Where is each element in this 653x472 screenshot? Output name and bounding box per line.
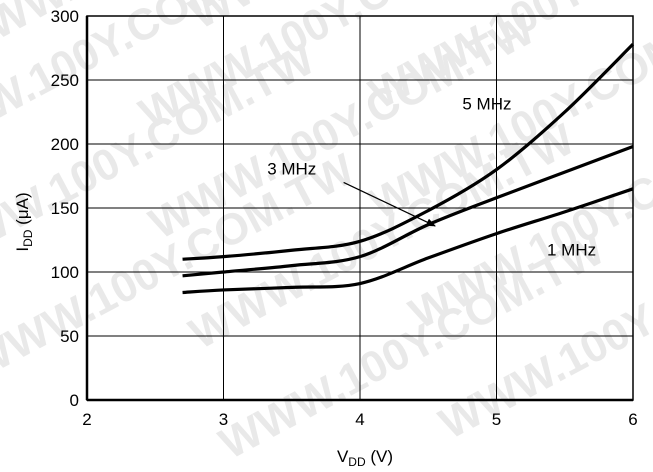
y-tick-label: 150: [51, 199, 79, 218]
axes: 2 3 4 5 6 0 50 100 150 200 250 300: [51, 7, 638, 429]
series-layer: [182, 43, 635, 295]
x-tick-label: 3: [219, 410, 228, 429]
x-tick-label: 4: [355, 410, 364, 429]
series-label-5-mhz: 5 MHz: [462, 94, 511, 113]
series-label-3-mhz: 3 MHz: [267, 160, 316, 179]
y-axis-title: IDD (μA): [13, 192, 35, 251]
series-line-3-mhz: [182, 145, 634, 278]
x-tick-label: 2: [82, 410, 91, 429]
x-axis-title: VDD (V): [337, 447, 393, 469]
y-tick-label: 50: [60, 327, 79, 346]
y-tick-label: 100: [51, 263, 79, 282]
y-tick-label: 200: [51, 135, 79, 154]
x-tick-label: 6: [628, 410, 637, 429]
annotation-arrow: [343, 181, 436, 227]
series-label-1-mhz: 1 MHz: [547, 240, 596, 259]
annotation-layer: 5 MHz 3 MHz 1 MHz: [267, 94, 596, 259]
y-tick-label: 0: [70, 391, 79, 410]
series-line-5-mhz: [182, 43, 635, 261]
y-tick-label: 300: [51, 7, 79, 26]
y-tick-label: 250: [51, 71, 79, 90]
x-tick-label: 5: [492, 410, 501, 429]
series-line-1-mhz: [182, 187, 634, 295]
